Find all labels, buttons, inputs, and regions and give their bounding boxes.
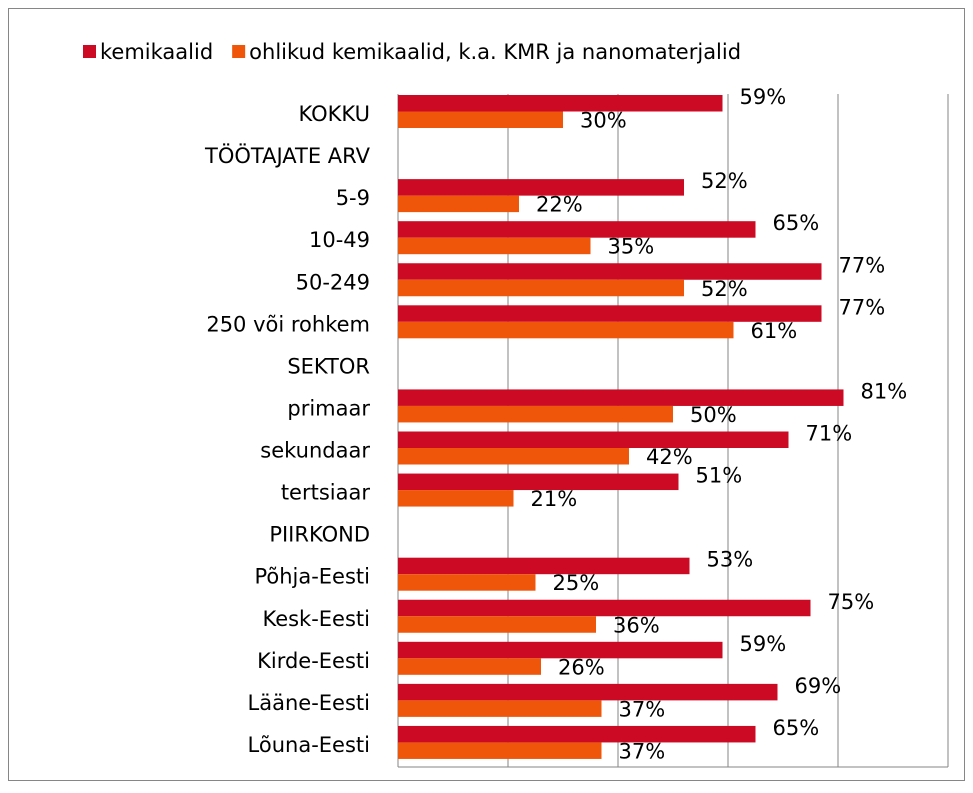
- value-label: 42%: [646, 445, 693, 469]
- bar: [398, 221, 756, 238]
- value-label: 61%: [751, 319, 798, 343]
- y-tick-label: Kesk-Eesti: [262, 607, 370, 631]
- bar: [398, 658, 541, 675]
- bar: [398, 574, 536, 591]
- value-label: 59%: [740, 632, 787, 656]
- y-tick-label: TÖÖTAJATE ARV: [204, 143, 371, 168]
- value-label: 52%: [701, 277, 748, 301]
- bar: [398, 321, 734, 339]
- bar: [398, 700, 602, 717]
- bar: [398, 237, 591, 255]
- y-tick-label: Lääne-Eesti: [248, 691, 370, 715]
- y-tick-label: SEKTOR: [287, 354, 370, 378]
- legend-swatch: [232, 45, 246, 58]
- value-label: 59%: [740, 85, 787, 109]
- y-tick-label: 250 või rohkem: [206, 312, 370, 336]
- y-tick-label: Põhja-Eesti: [254, 565, 370, 589]
- bar: [398, 95, 723, 112]
- bar: [398, 111, 563, 128]
- value-label: 37%: [619, 739, 666, 763]
- value-label: 69%: [795, 674, 842, 698]
- y-tick-label: 5-9: [336, 186, 370, 210]
- bar: [398, 557, 690, 575]
- y-tick-label: PIIRKOND: [269, 523, 370, 547]
- value-label: 37%: [619, 697, 666, 721]
- legend-label: kemikaalid: [100, 40, 213, 64]
- value-label: 51%: [696, 464, 743, 488]
- bar: [398, 683, 778, 701]
- bar: [398, 599, 811, 617]
- bar: [398, 405, 673, 423]
- legend-label: ohlikud kemikaalid, k.a. KMR ja nanomate…: [249, 40, 741, 64]
- bar: [398, 389, 844, 406]
- value-label: 30%: [580, 109, 627, 133]
- value-label: 77%: [839, 253, 886, 277]
- bar: [398, 305, 822, 322]
- bar: [398, 641, 723, 659]
- bar: [398, 725, 756, 743]
- y-tick-label: tertsiaar: [281, 481, 371, 505]
- value-label: 75%: [828, 590, 875, 614]
- bar: [398, 263, 822, 280]
- y-tick-label: primaar: [287, 396, 370, 420]
- y-tick-label: sekundaar: [260, 439, 370, 463]
- value-label: 53%: [707, 548, 754, 572]
- value-label: 52%: [701, 169, 748, 193]
- value-label: 25%: [553, 571, 600, 595]
- bar: [398, 490, 514, 507]
- value-label: 81%: [861, 379, 908, 403]
- bar: [398, 742, 602, 759]
- y-tick-label: Kirde-Eesti: [257, 649, 370, 673]
- y-tick-label: 50-249: [296, 270, 370, 294]
- value-label: 50%: [690, 403, 737, 427]
- value-label: 22%: [536, 193, 583, 217]
- legend-swatch: [83, 45, 96, 58]
- bar: [398, 448, 629, 465]
- value-label: 77%: [839, 295, 886, 319]
- value-label: 65%: [773, 716, 820, 740]
- bar: [398, 195, 519, 213]
- value-label: 65%: [773, 211, 820, 235]
- bar: [398, 473, 679, 491]
- y-tick-label: 10-49: [309, 228, 370, 252]
- value-label: 71%: [806, 422, 853, 446]
- y-tick-label: KOKKU: [298, 102, 370, 126]
- bar: [398, 179, 684, 196]
- bar: [398, 616, 596, 633]
- value-label: 35%: [608, 235, 655, 259]
- y-tick-label: Lõuna-Eesti: [248, 733, 370, 757]
- value-label: 36%: [613, 613, 660, 637]
- bar: [398, 431, 789, 448]
- value-label: 21%: [531, 487, 578, 511]
- bar: [398, 279, 684, 297]
- value-label: 26%: [558, 655, 605, 679]
